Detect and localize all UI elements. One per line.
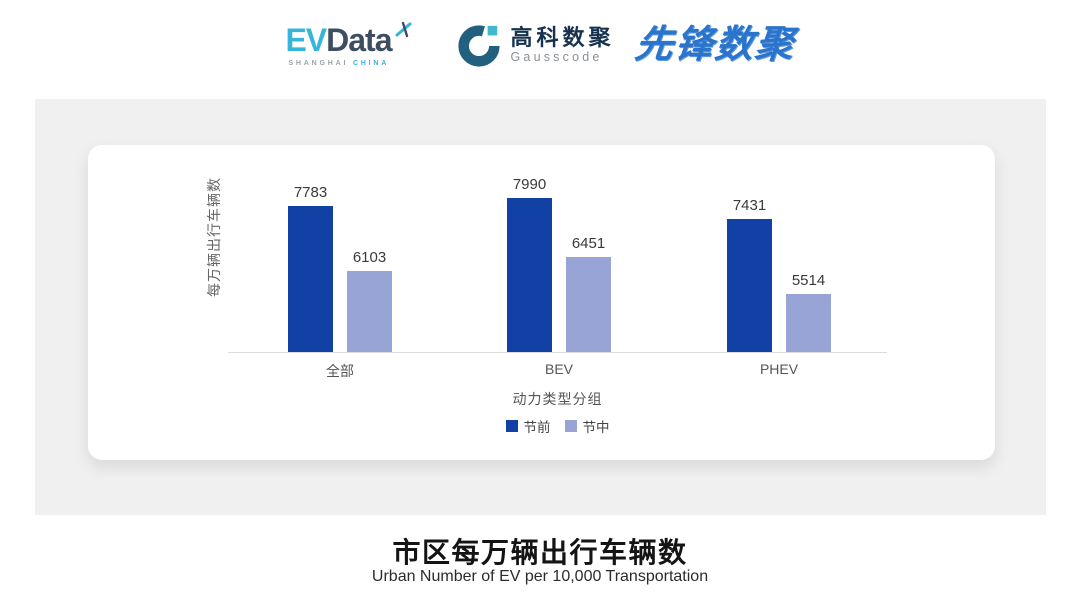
- bar-value-label: 6103: [352, 248, 387, 266]
- evdata-china-text: CHINA: [352, 59, 390, 67]
- bar-value-label: 7431: [732, 197, 767, 215]
- legend-label: 节前: [523, 420, 551, 435]
- chart-subtitle: Urban Number of EV per 10,000 Transporta…: [371, 568, 709, 585]
- gausscode-text: 高科数聚 Gausscode: [510, 25, 615, 65]
- gausscode-g-icon: [457, 25, 500, 67]
- legend-item: 节中: [564, 416, 610, 436]
- evdata-subtext: SHANGHAI CHINA: [285, 60, 413, 67]
- bar: [566, 257, 611, 352]
- x-category-label: PHEV: [759, 361, 799, 377]
- x-category-label: BEV: [544, 361, 573, 377]
- y-axis-label: 每万辆出行车辆数: [206, 177, 222, 297]
- bar: [288, 205, 333, 352]
- chart-title: 市区每万辆出行车辆数: [392, 537, 688, 568]
- bar: [507, 197, 552, 352]
- bar-value-label: 7783: [293, 183, 328, 201]
- bar-value-label: 7990: [512, 175, 547, 193]
- xianfeng-logo: 先锋数聚: [632, 24, 797, 66]
- x-axis-line: [228, 352, 887, 353]
- evdata-shanghai-text: SHANGHAI: [288, 59, 349, 67]
- bar: [347, 270, 392, 352]
- x-axis-title: 动力类型分组: [512, 391, 603, 407]
- bar-value-label: 5514: [791, 271, 826, 289]
- gausscode-logo: 高科数聚 Gausscode: [456, 22, 615, 68]
- evdata-logo: EV Data SHANGHAI CHINA: [285, 21, 413, 67]
- bar-value-label: 6451: [571, 235, 606, 253]
- legend-item: 节前: [505, 416, 551, 436]
- bar: [727, 219, 772, 352]
- header-logos: EV Data SHANGHAI CHINA 高科数聚 Gausscode 先锋…: [0, 21, 1080, 68]
- evdata-data-text: Data: [326, 21, 392, 58]
- chart-card: 每万辆出行车辆数 动力类型分组 节前 节中 7783 6103 全部 7990 6451 B…: [88, 145, 995, 460]
- xianfeng-text: 先锋数聚: [632, 24, 797, 66]
- evdata-ev-text: EV: [285, 21, 327, 58]
- x-category-label: 全部: [326, 363, 354, 379]
- chart-legend: 节前 节中: [228, 416, 887, 436]
- bar: [786, 293, 831, 352]
- evdata-wordmark: EV Data: [285, 21, 413, 58]
- gausscode-cn-text: 高科数聚: [510, 25, 615, 51]
- legend-swatch: [505, 420, 518, 432]
- evdata-spark-icon: [395, 21, 411, 37]
- legend-swatch: [564, 420, 577, 432]
- legend-label: 节中: [582, 420, 610, 435]
- gausscode-en-text: Gausscode: [510, 50, 603, 65]
